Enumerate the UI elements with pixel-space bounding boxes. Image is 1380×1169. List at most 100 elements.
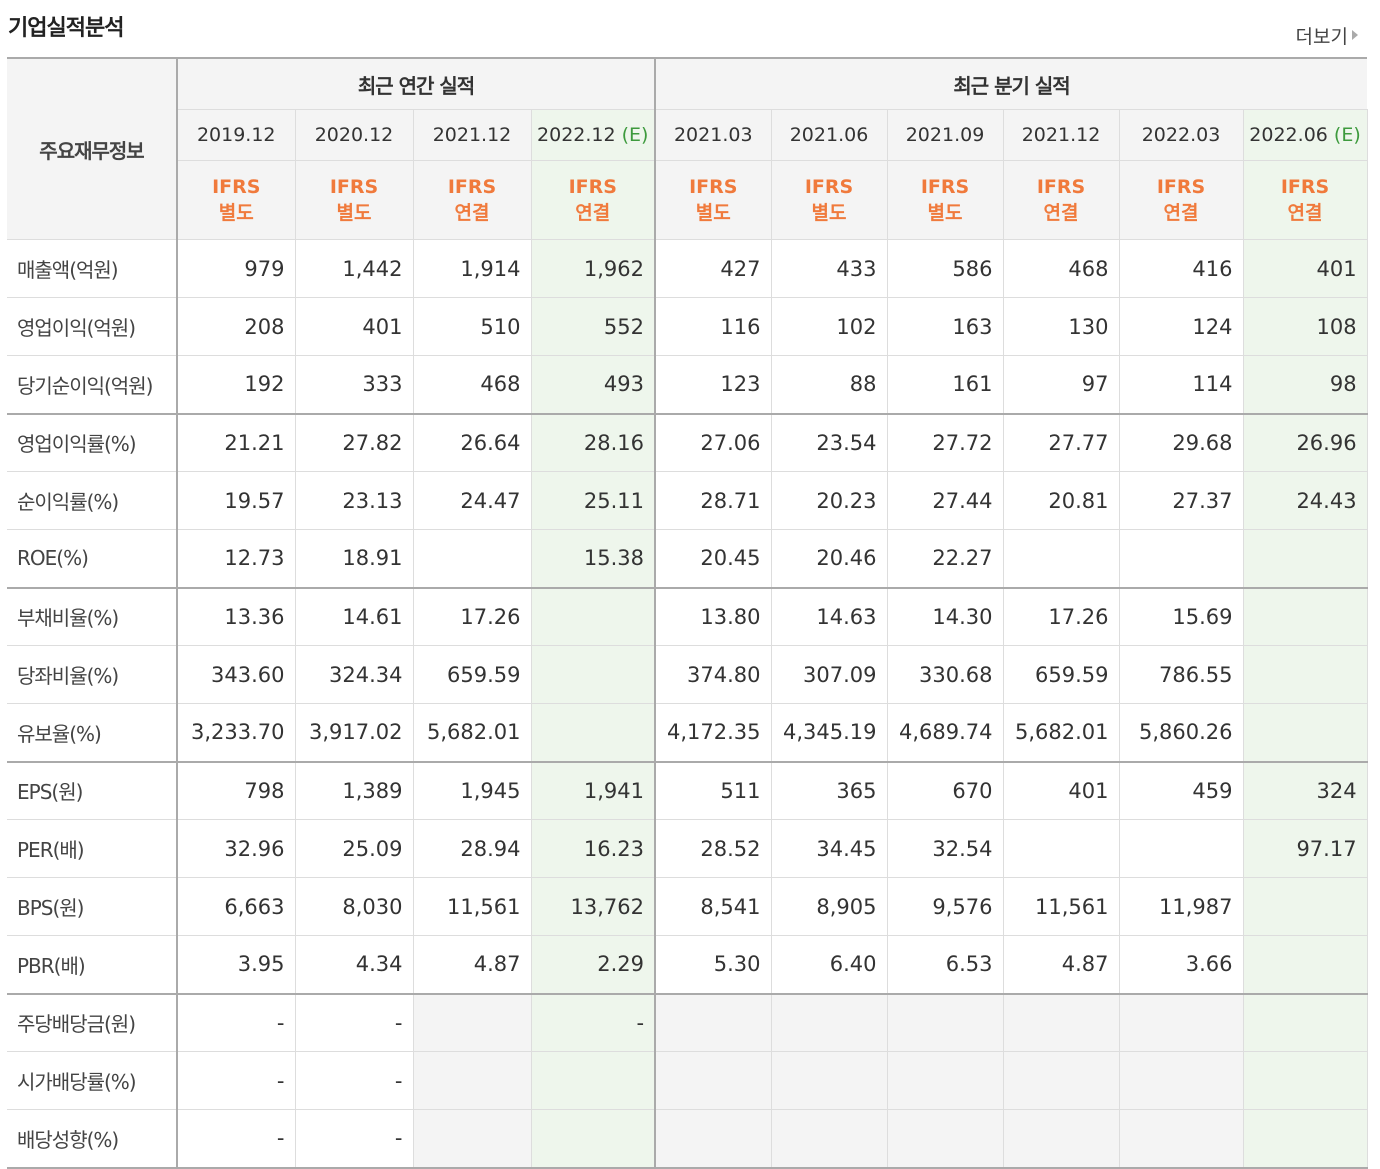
value-cell: 333 — [295, 355, 414, 414]
value-cell: 98 — [1243, 355, 1368, 414]
value-cell — [771, 1051, 888, 1110]
table-row: 당좌비율(%) 343.60 324.34 659.59 374.80 307.09 330… — [7, 645, 1368, 704]
value-cell: 659.59 — [1003, 645, 1120, 704]
value-cell: 28.94 — [413, 819, 532, 878]
value-cell: 374.80 — [655, 645, 772, 704]
value-cell — [1119, 819, 1244, 878]
value-cell: 9,576 — [887, 877, 1004, 936]
more-link[interactable]: 더보기 — [1296, 22, 1358, 49]
value-cell: 23.54 — [771, 412, 888, 472]
value-cell: 1,914 — [413, 239, 532, 298]
row-label: EPS(원) — [7, 760, 178, 820]
value-cell — [1243, 1051, 1368, 1110]
value-cell: 3.95 — [177, 935, 296, 994]
value-cell: 511 — [655, 760, 772, 820]
value-cell — [1119, 1109, 1244, 1169]
value-cell: 28.71 — [655, 471, 772, 530]
period-date-estimate: 2022.06 (E) — [1243, 109, 1368, 161]
value-cell — [771, 1109, 888, 1169]
row-label: PER(배) — [7, 819, 178, 878]
value-cell: 459 — [1119, 760, 1244, 820]
value-cell: 32.96 — [177, 819, 296, 878]
value-cell: 163 — [887, 297, 1004, 356]
value-cell — [531, 703, 657, 762]
value-cell: 102 — [771, 297, 888, 356]
value-cell — [1119, 529, 1244, 588]
value-cell: 27.44 — [887, 471, 1004, 530]
report-type: IFRS 별도 — [771, 160, 888, 240]
value-cell — [1243, 703, 1368, 762]
value-cell: 24.43 — [1243, 471, 1368, 530]
value-cell: 20.46 — [771, 529, 888, 588]
value-cell: 19.57 — [177, 471, 296, 530]
value-cell: 5.30 — [655, 935, 772, 994]
value-cell: 3.66 — [1119, 935, 1244, 994]
value-cell: 14.63 — [771, 586, 888, 646]
row-label: 주당배당금(원) — [7, 992, 178, 1052]
value-cell: 27.72 — [887, 412, 1004, 472]
report-type: IFRS 별도 — [295, 160, 414, 240]
value-cell — [413, 1109, 532, 1169]
value-cell: - — [177, 1051, 296, 1110]
value-cell — [1243, 645, 1368, 704]
report-type: IFRS 연결 — [531, 160, 657, 240]
report-type: IFRS 연결 — [1119, 160, 1244, 240]
value-cell: 4,345.19 — [771, 703, 888, 762]
table-row: BPS(원) 6,663 8,030 11,561 13,762 8,541 8,905 9,… — [7, 877, 1368, 936]
period-date: 2021.03 — [655, 109, 772, 161]
value-cell — [531, 645, 657, 704]
value-cell: 427 — [655, 239, 772, 298]
value-cell: 28.16 — [531, 412, 657, 472]
value-cell: 4.34 — [295, 935, 414, 994]
report-type: IFRS 연결 — [1243, 160, 1368, 240]
value-cell: 4.87 — [1003, 935, 1120, 994]
value-cell: 324 — [1243, 760, 1368, 820]
value-cell: 88 — [771, 355, 888, 414]
value-cell: 208 — [177, 297, 296, 356]
value-cell: - — [295, 992, 414, 1052]
value-cell: 586 — [887, 239, 1004, 298]
value-cell — [1003, 1051, 1120, 1110]
value-cell — [1003, 529, 1120, 588]
value-cell: 14.30 — [887, 586, 1004, 646]
value-cell — [413, 529, 532, 588]
value-cell: 979 — [177, 239, 296, 298]
value-cell: 365 — [771, 760, 888, 820]
period-date: 2020.12 — [295, 109, 414, 161]
value-cell: 401 — [1003, 760, 1120, 820]
row-label: ROE(%) — [7, 529, 178, 588]
value-cell: 16.23 — [531, 819, 657, 878]
value-cell: 8,905 — [771, 877, 888, 936]
value-cell: 17.26 — [413, 586, 532, 646]
table-row: EPS(원) 798 1,389 1,945 1,941 511 365 670 401 459 3… — [7, 760, 1368, 820]
value-cell: 786.55 — [1119, 645, 1244, 704]
value-cell: 20.23 — [771, 471, 888, 530]
value-cell: 21.21 — [177, 412, 296, 472]
row-label: 당기순이익(억원) — [7, 355, 178, 414]
value-cell: 97.17 — [1243, 819, 1368, 878]
value-cell: 13.36 — [177, 586, 296, 646]
value-cell: 11,987 — [1119, 877, 1244, 936]
value-cell: 17.26 — [1003, 586, 1120, 646]
row-label: 부채비율(%) — [7, 586, 178, 646]
value-cell: 15.38 — [531, 529, 657, 588]
table-row: 영업이익률(%) 21.21 27.82 26.64 28.16 27.06 23.54 27… — [7, 412, 1368, 472]
value-cell: 27.82 — [295, 412, 414, 472]
row-label: 당좌비율(%) — [7, 645, 178, 704]
value-cell: 510 — [413, 297, 532, 356]
value-cell: 32.54 — [887, 819, 1004, 878]
section-title: 기업실적분석 — [8, 16, 124, 41]
value-cell: 5,682.01 — [1003, 703, 1120, 762]
value-cell: 27.06 — [655, 412, 772, 472]
value-cell: 416 — [1119, 239, 1244, 298]
table-row: 유보율(%) 3,233.70 3,917.02 5,682.01 4,172.35 4,… — [7, 703, 1368, 762]
value-cell: 24.47 — [413, 471, 532, 530]
period-date: 2019.12 — [177, 109, 296, 161]
value-cell: 13.80 — [655, 586, 772, 646]
value-cell: 468 — [1003, 239, 1120, 298]
period-date: 2021.12 — [413, 109, 532, 161]
value-cell: 13,762 — [531, 877, 657, 936]
value-cell — [1243, 992, 1368, 1052]
value-cell: 324.34 — [295, 645, 414, 704]
period-date: 2021.06 — [771, 109, 888, 161]
